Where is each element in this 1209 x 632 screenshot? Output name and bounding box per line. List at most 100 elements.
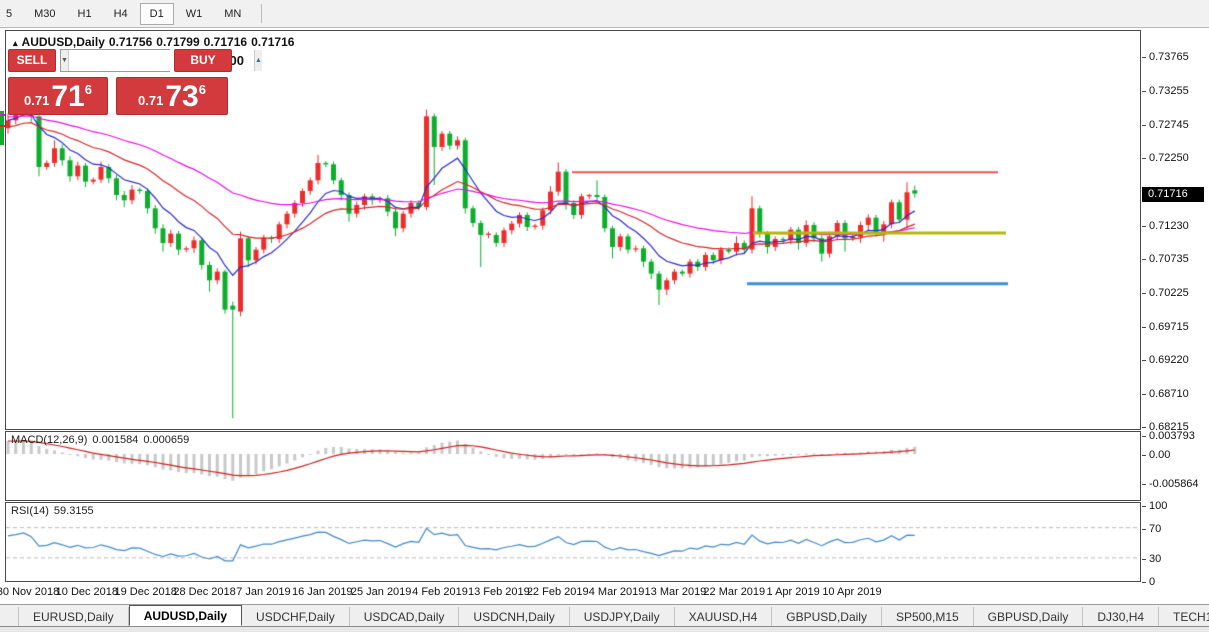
price-axis-label-tick [1142,226,1146,228]
ohlc-high: 0.71799 [156,35,200,49]
timeframe-button-m30[interactable]: M30 [34,7,56,20]
rsi-axis-label: 70 [1149,522,1162,535]
rsi-axis-label: 0 [1149,575,1156,588]
ohlc-close: 0.71716 [251,35,295,49]
price-axis-label: 0.73765 [1149,51,1189,64]
ohlc-open: 0.71756 [108,35,153,49]
chart-header: ▴ AUDUSD,Daily 0.71756 0.71799 0.71716 0.7171… [13,35,298,49]
symbol-tab-tech100-h1[interactable]: TECH100,H1 [1159,607,1209,626]
date-axis-label: 1 Apr 2019 [766,586,820,598]
rsi-indicator-pane: RSI(14) 59.3155 [5,502,1141,582]
price-chart-pane: ▴ AUDUSD,Daily 0.71756 0.71799 0.71716 0.7171… [5,30,1141,430]
sell-price-pip: 6 [84,82,92,97]
price-axis-label-tick [1142,427,1146,429]
macd-indicator-pane: MACD(12,26,9) 0.001584 0.000659 [5,431,1141,501]
price-axis-label-tick [1142,57,1146,59]
symbol-tab-usdchf-daily[interactable]: USDCHF,Daily [242,607,350,626]
chart-symbol-title: AUDUSD,Daily [21,35,105,49]
date-axis-label: 25 Jan 2019 [350,586,412,598]
toolbar-separator [261,4,263,23]
current-price-badge: 0.71716 [1142,186,1204,202]
window-bottom-strip [0,626,1209,632]
volume-decrease-icon[interactable]: ▼ [61,50,69,71]
timeframe-button-h1[interactable]: H1 [77,7,92,20]
macd-axis-label-tick [1142,484,1146,486]
price-axis-label-tick [1142,327,1146,329]
macd-title: MACD(12,26,9) [11,434,88,446]
price-axis-label-tick [1142,360,1146,362]
clipped-ma-fragment-red [0,125,5,127]
date-axis-label: 13 Feb 2019 [467,586,530,598]
macd-canvas[interactable] [6,432,1140,500]
price-axis-label-tick [1142,91,1146,93]
macd-label: MACD(12,26,9) 0.001584 0.000659 [11,434,194,446]
macd-axis-label: 0.003793 [1149,430,1195,443]
price-axis-label-tick [1142,259,1146,261]
symbol-tab-usdcad-daily[interactable]: USDCAD,Daily [350,607,460,626]
rsi-axis-label-tick [1142,558,1146,560]
timeframe-button-5[interactable]: 5 [6,7,13,20]
volume-increase-icon[interactable]: ▲ [253,50,262,71]
rsi-value: 59.3155 [53,505,94,517]
price-axis-label-tick [1142,158,1146,160]
macd-axis-label-tick [1142,455,1146,456]
clipped-ma-fragment-magenta [0,114,5,116]
date-axis-label: 16 Jan 2019 [292,586,353,598]
date-axis-label: 22 Mar 2019 [703,586,766,598]
price-axis: 0.73765 0.73255 0.72745 0.72250 0.71230 0.707… [1142,30,1209,604]
date-axis-label: 13 Mar 2019 [644,586,707,598]
timeframe-toolbar: 5 M30 H1 H4 D1 W1 MN [0,0,1209,28]
rsi-axis-label: 30 [1149,552,1162,565]
timeframe-button-h4[interactable]: H4 [113,7,128,20]
price-axis-label: 0.70735 [1149,253,1189,266]
clipped-candle-fragment [0,111,4,145]
one-click-trade-panel: SELL ▼ ▲ BUY 0.71 71 6 0.71 73 6 [8,49,262,145]
sell-price-tile[interactable]: 0.71 71 6 [8,77,108,115]
buy-price-prefix: 0.71 [138,93,164,108]
macd-value-signal: 0.000659 [143,434,190,446]
macd-axis-label: 0.00 [1149,449,1171,461]
price-axis-label: 0.73255 [1149,85,1189,98]
sell-price-prefix: 0.71 [24,93,50,108]
timeframe-button-d1[interactable]: D1 [139,2,174,25]
price-axis-label: 0.72745 [1149,119,1189,132]
buy-price-tile[interactable]: 0.71 73 6 [116,77,228,115]
rsi-title: RSI(14) [11,505,49,517]
date-axis-label: 28 Dec 2018 [173,586,236,598]
rsi-axis-label-tick [1142,581,1146,583]
rsi-canvas[interactable] [6,503,1140,581]
symbol-tab-usdcnh-daily[interactable]: USDCNH,Daily [459,607,570,626]
price-axis-label: 0.69220 [1149,354,1189,367]
timeframe-button-w1[interactable]: W1 [185,7,203,20]
date-axis-label: 7 Jan 2019 [236,586,291,598]
symbol-tab-xauusd-h4[interactable]: XAUUSD,H4 [675,607,773,626]
price-axis-label-tick [1142,293,1146,295]
buy-button[interactable]: BUY [174,49,232,72]
symbol-tab-audusd-daily[interactable]: AUDUSD,Daily [128,605,243,626]
price-axis-label-tick [1142,394,1146,396]
symbol-tab-gbpusd-daily[interactable]: GBPUSD,Daily [772,607,882,626]
date-axis-label: 22 Feb 2019 [526,586,589,598]
volume-stepper: ▼ ▲ [60,49,262,72]
macd-value-main: 0.001584 [92,434,139,446]
date-axis-label: 10 Dec 2018 [55,586,119,598]
sell-button[interactable]: SELL [8,49,56,72]
collapse-panel-icon[interactable]: ▴ [13,38,18,48]
symbol-tab-usdjpy-daily[interactable]: USDJPY,Daily [570,607,675,626]
symbol-tab-sp500-m15[interactable]: SP500,M15 [882,607,974,626]
symbol-tab-eurusd-daily[interactable]: EURUSD,Daily [18,607,129,626]
price-axis-label: 0.68215 [1149,421,1189,434]
timeframe-button-mn[interactable]: MN [224,7,242,20]
sell-price-big: 71 [51,80,85,113]
date-axis-label: 10 Apr 2019 [822,586,882,598]
price-axis-label-tick [1142,125,1146,127]
date-axis-label: 4 Mar 2019 [588,586,645,598]
symbol-tab-bar: EURUSD,Daily AUDUSD,Daily USDCHF,Daily USDC… [0,604,1209,626]
symbol-tab-gbpusd-daily[interactable]: GBPUSD,Daily [974,607,1084,626]
date-axis-label: 4 Feb 2019 [412,586,468,598]
rsi-axis-label: 100 [1149,500,1168,512]
price-axis-label: 0.69715 [1149,321,1189,334]
ohlc-low: 0.71716 [203,35,248,49]
symbol-tab-dj30-h4[interactable]: DJ30,H4 [1083,607,1160,626]
